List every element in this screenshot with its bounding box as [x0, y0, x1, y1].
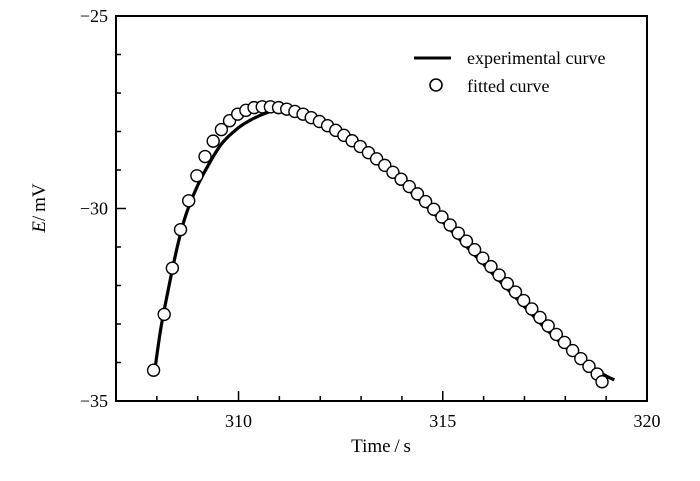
fitted-curve-point — [484, 259, 498, 274]
legend-label-fitted: fitted curve — [467, 76, 549, 96]
x-axis-title: Time / s — [351, 436, 411, 457]
fitted-curve-point — [146, 363, 161, 377]
x-tick-label: 310 — [225, 411, 252, 431]
axis-ticks — [116, 15, 648, 402]
fitted-curve-point — [165, 261, 180, 275]
fitted-curve-point — [394, 172, 408, 186]
fitted-curve-point — [541, 319, 555, 333]
y-axis-title: E/ mV — [29, 183, 50, 233]
legend-circle-swatch — [429, 78, 443, 92]
experimental-curve-line — [153, 108, 616, 382]
fitted-curve-point — [549, 327, 564, 342]
fitted-curve-point — [595, 375, 609, 389]
fitted-curve-point — [190, 169, 204, 183]
fitted-curve-point — [418, 194, 433, 209]
fitted-curve-point — [459, 234, 474, 248]
fitted-curve-point — [157, 307, 171, 322]
y-axis-title-unit: / mV — [29, 183, 50, 221]
y-tick-label: −25 — [80, 6, 108, 26]
fitted-curve-point — [574, 351, 588, 366]
fitted-curve-point — [500, 276, 515, 291]
fitted-curve-point — [533, 310, 547, 325]
legend: experimental curve fitted curve — [414, 48, 605, 96]
y-tick-label: −30 — [80, 199, 108, 219]
fitted-curve-point — [451, 226, 465, 240]
fitted-curve-point — [582, 359, 596, 374]
fitted-curve-point — [557, 335, 572, 350]
fitted-curve-point — [492, 268, 506, 282]
fitted-curve-point — [198, 149, 212, 164]
fitted-curve-point — [435, 210, 449, 224]
fitted-curve-point — [476, 251, 490, 265]
fitted-curve-point — [410, 187, 425, 201]
fitted-curve-point — [402, 179, 416, 194]
fitted-curve-point — [508, 285, 523, 299]
fitted-curve-point — [206, 134, 220, 148]
fitted-curve-point — [525, 302, 539, 316]
fitted-curve-point — [173, 222, 188, 237]
fitted-curve-point — [443, 218, 457, 232]
x-tick-label: 315 — [429, 411, 456, 431]
series-layer — [146, 100, 616, 389]
fitted-curve-point — [427, 202, 441, 216]
x-tick-label: 320 — [634, 411, 661, 431]
tick-labels: 310 315 320 −25 −30 −35 — [80, 6, 661, 431]
fitted-curve-point — [516, 293, 531, 308]
legend-label-experimental: experimental curve — [467, 48, 605, 68]
fitted-curve-point — [565, 343, 580, 358]
fitted-curve-point — [182, 194, 196, 208]
y-axis-title-italic: E — [29, 221, 50, 234]
fitted-curve-point — [467, 242, 482, 257]
y-tick-label: −35 — [80, 391, 108, 411]
svg-text:E/ mV: E/ mV — [29, 183, 50, 233]
fitted-curve-point — [214, 122, 229, 137]
